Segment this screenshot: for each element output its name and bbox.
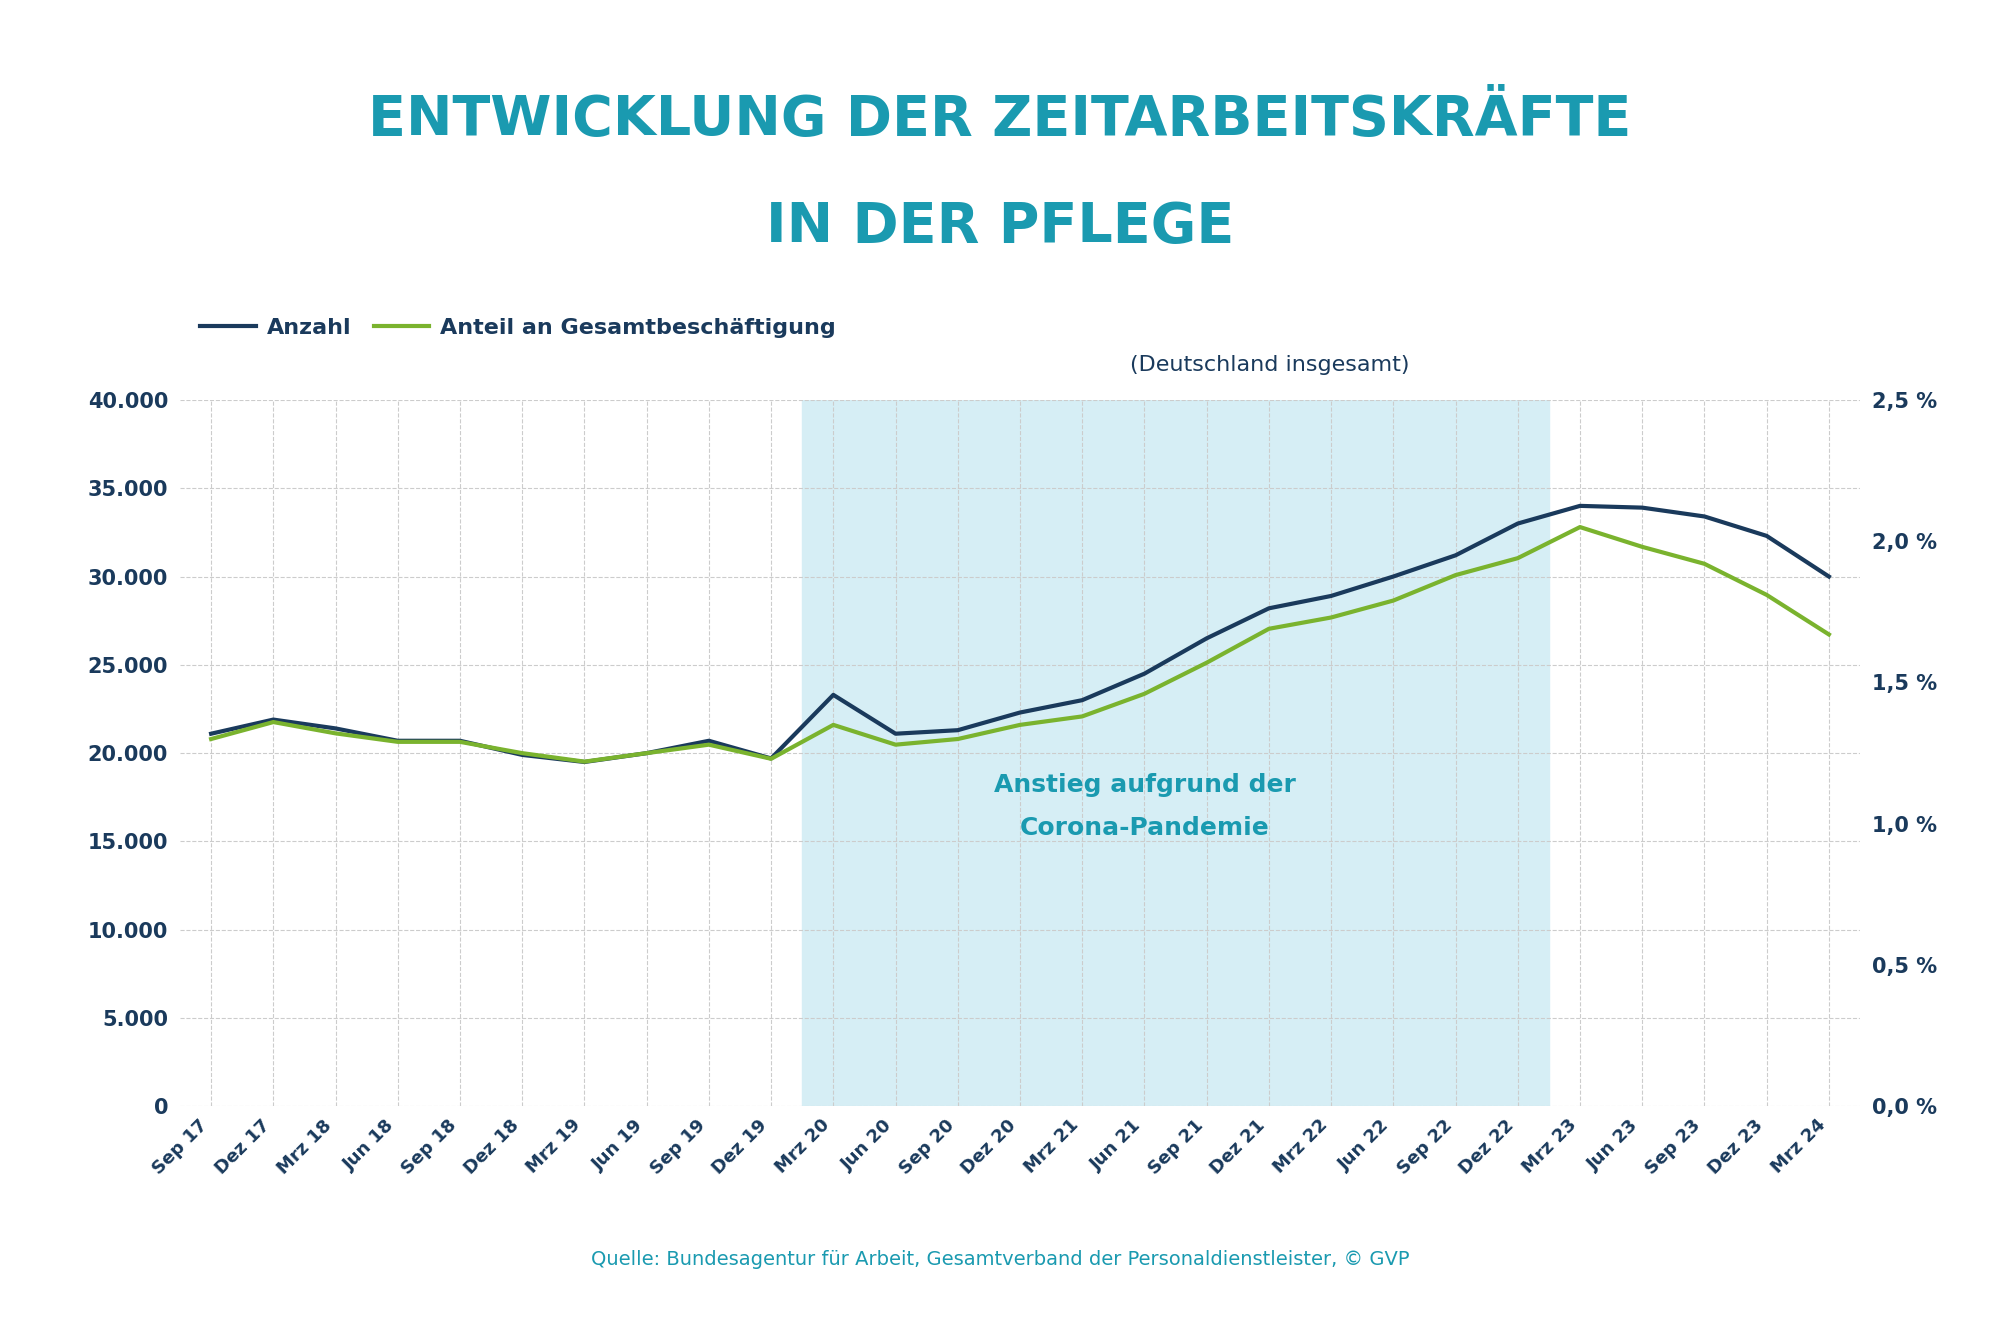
Text: IN DER PFLEGE: IN DER PFLEGE <box>766 200 1234 253</box>
Text: Anstieg aufgrund der
Corona-Pandemie: Anstieg aufgrund der Corona-Pandemie <box>994 773 1296 840</box>
Text: (Deutschland insgesamt): (Deutschland insgesamt) <box>1130 355 1410 376</box>
Text: ENTWICKLUNG DER ZEITARBEITSKRÄFTE: ENTWICKLUNG DER ZEITARBEITSKRÄFTE <box>368 93 1632 147</box>
Text: Quelle: Bundesagentur für Arbeit, Gesamtverband der Personaldienstleister, © GVP: Quelle: Bundesagentur für Arbeit, Gesamt… <box>590 1250 1410 1269</box>
Legend: Anzahl, Anteil an Gesamtbeschäftigung: Anzahl, Anteil an Gesamtbeschäftigung <box>192 309 844 347</box>
Bar <box>802 400 1548 1106</box>
